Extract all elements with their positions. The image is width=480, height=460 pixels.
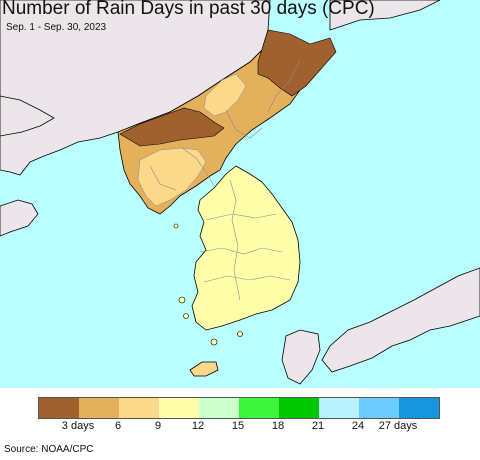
coastal-islands	[173, 223, 243, 346]
legend-swatch	[119, 398, 159, 418]
legend-tick-label: 18	[271, 420, 285, 432]
rain-days-map	[0, 0, 480, 385]
legend-tick-label: 9	[154, 420, 162, 432]
map-area: Number of Rain Days in past 30 days (CPC…	[0, 0, 480, 388]
legend-swatch	[359, 398, 399, 418]
map-subtitle: Sep. 1 - Sep. 30, 2023	[6, 22, 107, 33]
legend-tick-label: 12	[191, 420, 205, 432]
north-korea-region-brown-central	[119, 107, 225, 147]
legend-tick-label: 3 days	[61, 420, 95, 432]
legend-swatch	[279, 398, 319, 418]
legend-tick-label: 15	[231, 420, 245, 432]
japan-kyushu	[281, 329, 321, 385]
province-borders	[149, 59, 301, 301]
legend-swatch	[199, 398, 239, 418]
shandong-peninsula	[0, 199, 39, 237]
north-korea-region-brown-ne	[257, 29, 337, 97]
legend-swatch	[399, 398, 439, 418]
legend-swatch	[159, 398, 199, 418]
legend-tick-label: 27 days	[378, 420, 418, 432]
legend-tick-label: 6	[114, 420, 122, 432]
liaodong-peninsula	[0, 95, 55, 137]
source-text: Source: NOAA/CPC	[4, 444, 94, 455]
jeju-island	[189, 361, 219, 377]
legend-swatch	[39, 398, 79, 418]
legend-color-bar	[38, 397, 440, 419]
japan-landmass	[321, 267, 480, 373]
south-korea-region	[191, 165, 301, 331]
legend-swatch	[79, 398, 119, 418]
map-title: Number of Rain Days in past 30 days (CPC…	[2, 0, 375, 19]
north-korea-region-pale-south	[137, 147, 207, 207]
legend-tick-label: 24	[351, 420, 365, 432]
legend-labels: 3 days 6 9 12 15 18 21 24 27 days	[38, 420, 438, 436]
legend-tick-label: 21	[311, 420, 325, 432]
russia-landmass	[329, 0, 441, 31]
legend-swatch	[319, 398, 359, 418]
legend-swatch	[239, 398, 279, 418]
north-korea-region-pale	[203, 73, 247, 117]
